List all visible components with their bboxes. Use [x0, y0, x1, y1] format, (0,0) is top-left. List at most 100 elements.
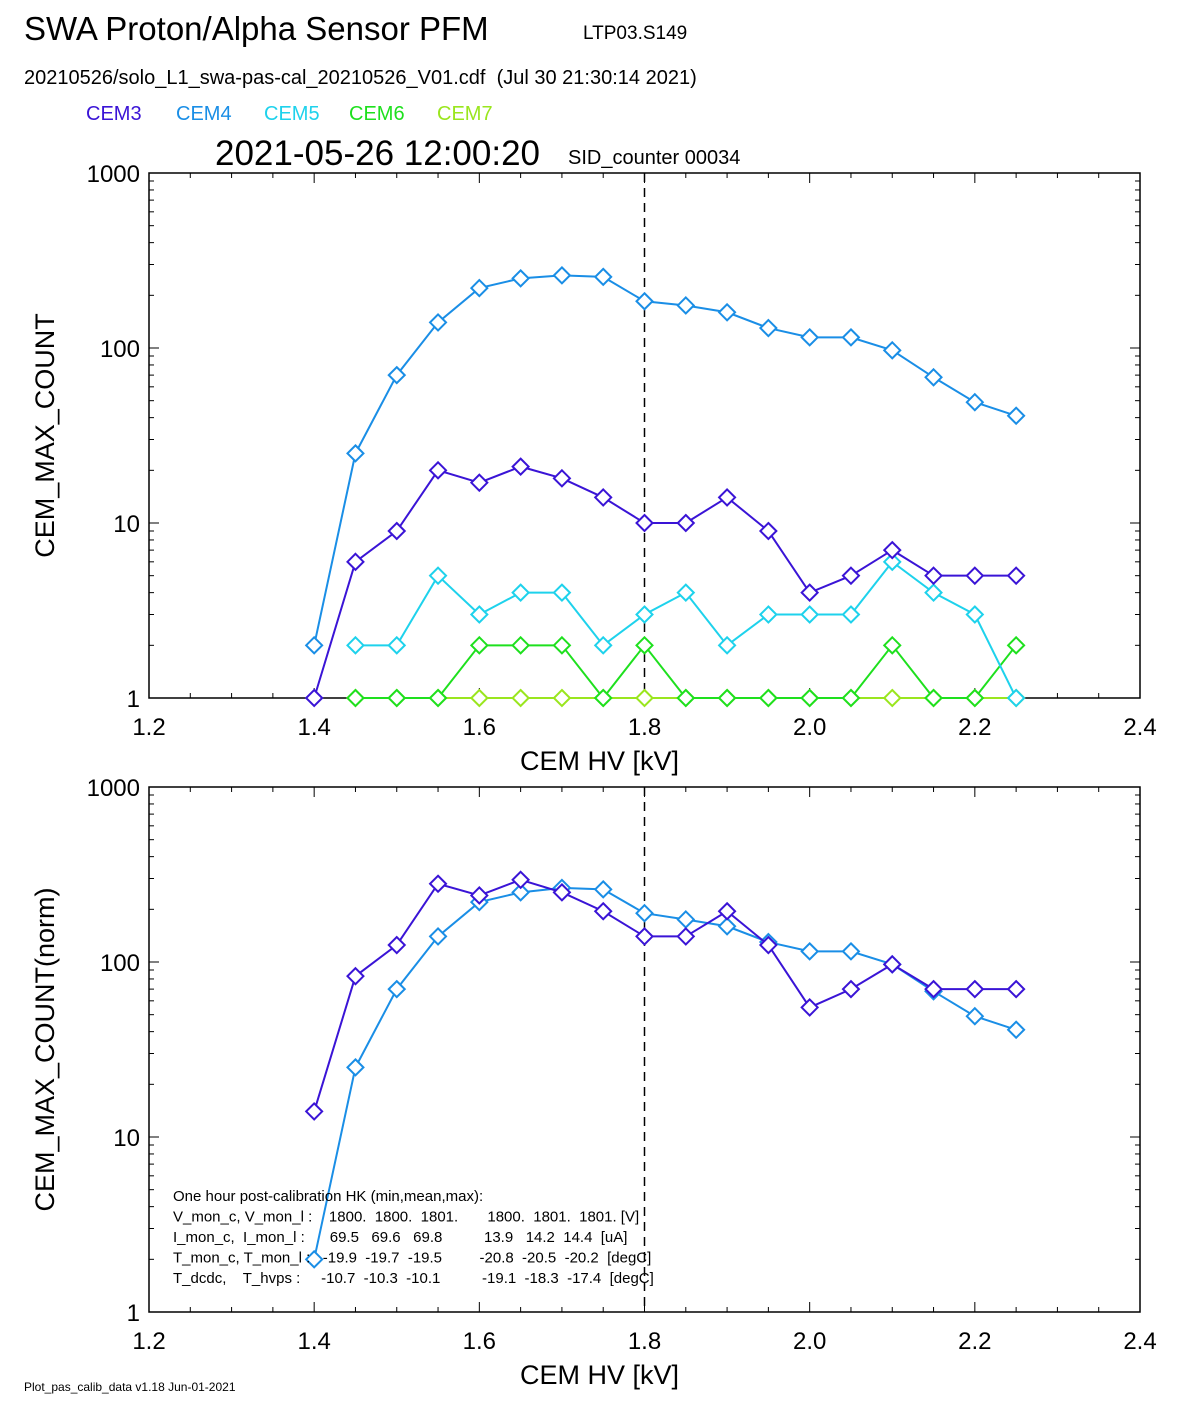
- data-point-cem6: [800, 688, 820, 708]
- data-point-cem3: [924, 979, 943, 999]
- data-point-cem6: [552, 635, 572, 655]
- data-point-cem4: [841, 327, 861, 347]
- data-point-cem3: [882, 540, 902, 560]
- data-point-cem5: [841, 605, 861, 624]
- data-point-cem3: [552, 468, 572, 488]
- data-point-cem5: [469, 605, 489, 624]
- data-point-cem6: [1006, 635, 1026, 655]
- data-point-cem4: [965, 392, 985, 412]
- data-point-cem6: [965, 688, 985, 708]
- data-point-cem5: [1006, 688, 1026, 708]
- data-point-cem3: [635, 927, 654, 946]
- data-point-cem3: [346, 966, 365, 986]
- data-point-cem3: [965, 566, 985, 586]
- data-point-cem3: [593, 901, 613, 921]
- x-tick-label: 1.8: [628, 714, 661, 741]
- data-point-cem5: [676, 583, 696, 603]
- data-point-cem3: [717, 488, 737, 507]
- data-point-cem7: [511, 688, 531, 708]
- x-tick-label: 1.6: [463, 714, 496, 741]
- data-point-cem4: [346, 1057, 365, 1077]
- data-point-cem3: [469, 886, 489, 905]
- x-tick-label: 2.4: [1123, 714, 1156, 741]
- data-point-cem5: [965, 605, 985, 624]
- y-tick-label: 10: [113, 1125, 140, 1152]
- data-point-cem4: [511, 268, 531, 288]
- data-point-cem6: [924, 688, 943, 708]
- y-axis-label: CEM_MAX_COUNT: [30, 313, 60, 558]
- chart-2: 1.2 1.4 1.6 1.8 2.0 2.2 2.4 1 10 100 1000 CEM HV [k…: [30, 775, 1157, 1390]
- hk-annotation-line: I_mon_c, I_mon_l : 69.5 69.6 69.8 13.9 1…: [173, 1229, 627, 1246]
- data-point-cem6: [511, 635, 531, 655]
- data-point-cem3: [304, 688, 324, 708]
- data-point-cem7: [635, 688, 654, 708]
- data-point-cem3: [469, 473, 489, 493]
- data-point-cem3: [552, 882, 572, 902]
- data-point-cem6: [346, 688, 365, 708]
- data-point-cem4: [304, 635, 324, 655]
- data-point-cem4: [1006, 1020, 1026, 1040]
- data-point-cem5: [717, 635, 737, 655]
- data-point-cem3: [428, 460, 448, 480]
- data-point-cem5: [758, 605, 778, 624]
- legend-cem7: CEM7: [437, 103, 493, 125]
- data-point-cem4: [676, 910, 696, 929]
- data-point-cem3: [758, 935, 778, 955]
- data-point-cem3: [965, 979, 985, 999]
- data-point-cem6: [635, 635, 654, 655]
- data-point-cem4: [882, 340, 902, 360]
- x-axis-label: CEM HV [kV]: [520, 1360, 679, 1390]
- x-tick-label: 1.4: [297, 714, 330, 741]
- data-point-cem3: [346, 552, 365, 572]
- data-point-cem5: [428, 566, 448, 586]
- data-point-cem4: [758, 318, 778, 338]
- data-point-cem5: [635, 605, 654, 624]
- run-tag: LTP03.S149: [583, 23, 688, 44]
- sid-counter: SID_counter 00034: [568, 147, 741, 169]
- data-point-cem4: [593, 267, 613, 287]
- data-point-cem3: [676, 513, 696, 533]
- hk-annotation-line: T_mon_c, T_mon_l : -19.9 -19.7 -19.5 -20…: [173, 1250, 651, 1267]
- series-line-cem4: [313, 274, 1017, 646]
- data-point-cem4: [635, 903, 654, 923]
- y-tick-label: 1000: [87, 161, 140, 188]
- x-tick-label: 2.0: [793, 714, 826, 741]
- x-tick-label: 1.2: [132, 1328, 165, 1355]
- y-tick-label: 1000: [87, 775, 140, 802]
- x-tick-label: 1.8: [628, 1328, 661, 1355]
- x-tick-label: 1.6: [463, 1328, 496, 1355]
- data-point-cem4: [635, 291, 654, 311]
- data-point-cem4: [965, 1006, 985, 1026]
- series-line-cem3: [313, 878, 1017, 1112]
- data-point-cem3: [511, 870, 531, 890]
- data-point-cem4: [841, 941, 861, 961]
- data-point-cem4: [469, 278, 489, 298]
- chart-1: 1.2 1.4 1.6 1.8 2.0 2.2 2.4 1 10 100 1000 CEM HV [k…: [30, 161, 1157, 776]
- data-point-cem4: [511, 882, 531, 902]
- data-point-cem6: [758, 688, 778, 708]
- data-point-cem4: [428, 927, 448, 946]
- x-tick-label: 1.4: [297, 1328, 330, 1355]
- data-point-cem6: [841, 688, 861, 708]
- data-point-cem5: [800, 605, 820, 624]
- data-point-cem4: [717, 302, 737, 322]
- data-point-cem6: [882, 635, 902, 655]
- file-info: 20210526/solo_L1_swa-pas-cal_20210526_V0…: [24, 67, 697, 89]
- legend-cem6: CEM6: [349, 103, 405, 125]
- data-point-cem3: [800, 583, 820, 603]
- y-tick-label: 1: [127, 1300, 140, 1327]
- hk-annotation-line: One hour post-calibration HK (min,mean,m…: [173, 1188, 483, 1205]
- data-point-cem3: [1006, 566, 1026, 586]
- data-point-cem3: [676, 927, 696, 946]
- data-point-cem5: [924, 583, 943, 603]
- x-tick-label: 2.4: [1123, 1328, 1156, 1355]
- legend-cem4: CEM4: [176, 103, 232, 125]
- data-point-cem3: [1006, 979, 1026, 999]
- data-point-cem3: [511, 457, 531, 477]
- data-point-cem3: [924, 566, 943, 586]
- data-point-cem6: [428, 688, 448, 708]
- plot-title: SWA Proton/Alpha Sensor PFM: [24, 10, 489, 47]
- hk-annotation-line: V_mon_c, V_mon_l : 1800. 1800. 1801. 180…: [173, 1209, 639, 1226]
- x-tick-label: 2.2: [958, 714, 991, 741]
- series-line-cem3: [313, 465, 1017, 699]
